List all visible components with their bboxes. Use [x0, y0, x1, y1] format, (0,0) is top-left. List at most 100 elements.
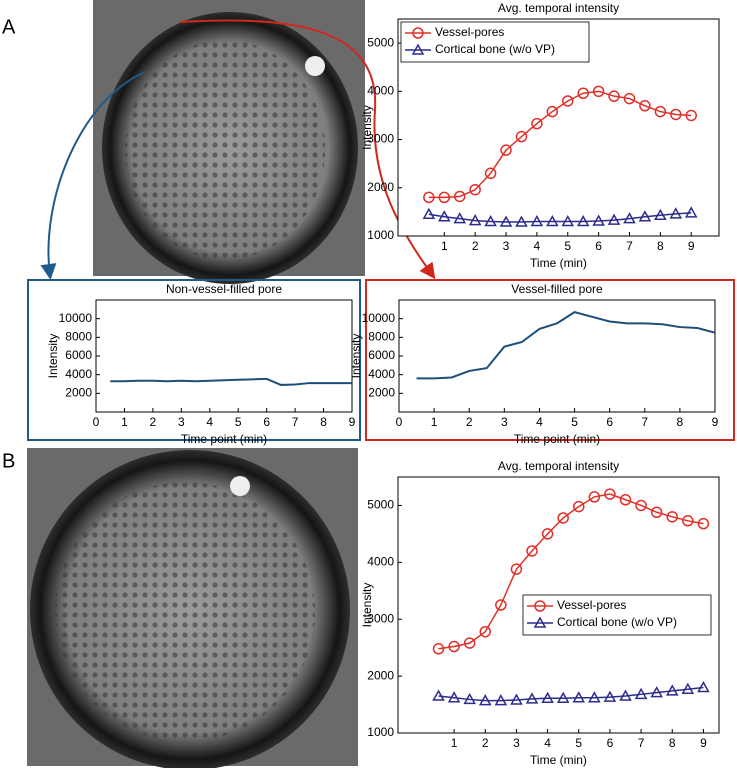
- data-marker: [619, 494, 632, 506]
- y-tick-label: 5000: [367, 35, 394, 49]
- data-marker: [438, 191, 451, 204]
- x-tick-label: 8: [677, 415, 684, 429]
- y-axis-label: Intensity: [360, 583, 374, 628]
- data-marker: [495, 599, 507, 611]
- data-marker: [432, 689, 445, 701]
- data-marker: [607, 213, 621, 225]
- legend-marker: [534, 600, 546, 612]
- data-marker: [453, 212, 467, 224]
- data-marker: [654, 208, 667, 221]
- data-marker: [635, 499, 647, 512]
- x-tick-label: 5: [235, 415, 242, 429]
- data-line: [110, 377, 352, 386]
- data-marker: [448, 640, 460, 653]
- data-marker: [500, 144, 512, 156]
- x-tick-label: 2: [472, 239, 479, 253]
- data-marker: [541, 691, 554, 704]
- chart-title: Non-vessel-filled pore: [166, 282, 282, 296]
- arrow: [40, 71, 146, 280]
- x-tick-label: 4: [544, 736, 551, 750]
- plot-area: [398, 299, 716, 413]
- data-marker: [531, 117, 543, 130]
- data-marker: [484, 214, 497, 227]
- data-marker: [494, 694, 508, 706]
- data-marker: [619, 689, 632, 701]
- ct-image-a: [93, 0, 365, 284]
- x-tick-label: 1: [441, 239, 448, 253]
- legend-label: Cortical bone (w/o VP): [435, 42, 555, 56]
- x-axis-label: Time point (min): [181, 432, 267, 446]
- x-tick-label: 1: [431, 415, 438, 429]
- y-tick-label: 4000: [367, 84, 394, 98]
- x-tick-label: 5: [575, 736, 582, 750]
- data-marker: [592, 85, 605, 98]
- x-tick-label: 2: [466, 415, 473, 429]
- x-tick-label: 5: [571, 415, 578, 429]
- y-axis-label: Intensity: [46, 334, 60, 379]
- y-tick-label: 2000: [368, 386, 395, 400]
- x-tick-label: 5: [564, 239, 571, 253]
- data-marker: [623, 212, 636, 224]
- data-marker: [432, 643, 445, 655]
- x-axis-label: Time (min): [530, 753, 587, 767]
- x-tick-label: 4: [534, 239, 541, 253]
- data-marker: [697, 680, 710, 693]
- x-tick-label: 7: [626, 239, 633, 253]
- y-axis-label: Intensity: [349, 334, 363, 379]
- x-tick-label: 2: [482, 736, 489, 750]
- data-marker: [447, 691, 461, 703]
- legend-label: Cortical bone (w/o VP): [557, 615, 677, 629]
- data-marker: [499, 215, 513, 227]
- x-tick-label: 4: [206, 415, 213, 429]
- x-axis-label: Time point (min): [514, 432, 600, 446]
- data-marker: [422, 207, 436, 220]
- y-tick-label: 4000: [367, 555, 394, 569]
- x-tick-label: 8: [320, 415, 327, 429]
- data-marker: [469, 183, 481, 196]
- chart-title: Avg. temporal intensity: [498, 1, 619, 15]
- chart-title: Avg. temporal intensity: [498, 459, 619, 473]
- x-tick-label: 2: [150, 415, 157, 429]
- legend-box: [400, 21, 590, 63]
- x-tick-label: 9: [349, 415, 356, 429]
- y-tick-label: 6000: [65, 348, 92, 362]
- data-marker: [546, 105, 559, 118]
- legend-label: Vessel-pores: [435, 25, 504, 39]
- data-marker: [577, 87, 589, 100]
- data-marker: [604, 488, 616, 500]
- data-line: [438, 493, 704, 650]
- x-tick-label: 4: [536, 415, 543, 429]
- x-tick-label: 7: [641, 415, 648, 429]
- ct-image-b: [27, 448, 358, 770]
- legend-box: [522, 594, 712, 636]
- x-tick-label: 3: [503, 239, 510, 253]
- data-line: [428, 90, 692, 199]
- data-marker: [478, 694, 492, 706]
- legend-marker: [412, 27, 424, 39]
- y-tick-label: 5000: [367, 498, 394, 512]
- data-marker: [572, 691, 586, 703]
- y-tick-label: 1000: [367, 228, 394, 242]
- data-marker: [638, 210, 652, 222]
- plot-area: [95, 299, 353, 413]
- data-marker: [510, 693, 523, 705]
- y-tick-label: 10000: [59, 311, 93, 325]
- data-marker: [603, 690, 617, 702]
- data-marker: [573, 500, 585, 513]
- data-marker: [665, 684, 679, 696]
- y-tick-label: 3000: [367, 611, 394, 625]
- y-tick-label: 8000: [65, 330, 92, 344]
- data-line: [416, 311, 716, 380]
- panel-label: B: [2, 450, 15, 472]
- data-marker: [576, 214, 590, 227]
- data-marker: [515, 130, 528, 143]
- data-marker: [654, 105, 667, 118]
- data-marker: [608, 90, 620, 102]
- x-tick-label: 8: [657, 239, 664, 253]
- legend-marker: [411, 43, 425, 55]
- y-tick-label: 10000: [362, 311, 396, 325]
- data-marker: [438, 210, 451, 222]
- y-tick-label: 4000: [65, 367, 92, 381]
- x-tick-label: 8: [669, 736, 676, 750]
- x-tick-label: 6: [607, 736, 614, 750]
